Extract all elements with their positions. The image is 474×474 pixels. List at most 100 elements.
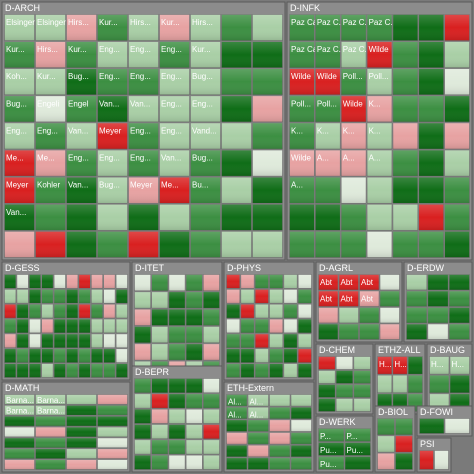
- cell-gloss: [226, 274, 240, 289]
- cell-gloss: [66, 416, 97, 427]
- cell-gloss: [315, 14, 341, 41]
- cell-gloss: [392, 150, 418, 177]
- cell-gloss: [255, 319, 269, 333]
- cell-label: Me...: [37, 154, 55, 163]
- cell-gloss: [66, 274, 78, 289]
- cell-gloss: [66, 394, 97, 405]
- cell-gloss: [35, 231, 66, 258]
- group-label-d-arch: D-ARCH: [5, 3, 40, 13]
- cell-gloss: [291, 407, 312, 419]
- cell-gloss: [298, 304, 312, 319]
- cell-gloss: [341, 122, 367, 150]
- group-label-eth-extern: ETH-Extern: [227, 383, 274, 393]
- cell-gloss: [190, 177, 221, 204]
- cell-gloss: [298, 274, 312, 289]
- cell-gloss: [186, 439, 203, 455]
- cell-label: P...: [347, 432, 358, 441]
- cell-gloss: [248, 445, 269, 457]
- cell-gloss: [29, 319, 41, 333]
- cell-label: Bug...: [99, 181, 120, 190]
- cell-gloss: [226, 407, 247, 419]
- cell-gloss: [4, 459, 35, 470]
- cell-label: Barna...: [6, 407, 34, 416]
- cell-gloss: [318, 324, 338, 340]
- cell-gloss: [341, 95, 367, 122]
- cell-gloss: [315, 177, 341, 204]
- cell-gloss: [345, 456, 371, 470]
- cell-gloss: [116, 363, 128, 378]
- cell-gloss: [35, 394, 66, 405]
- cell-gloss: [66, 95, 97, 122]
- cell-gloss: [4, 416, 35, 427]
- cell-label: Vand...: [192, 126, 217, 135]
- cell-gloss: [269, 333, 283, 348]
- cell-label: Engel: [68, 99, 89, 108]
- cell-label: K...: [343, 126, 355, 135]
- cell-gloss: [16, 363, 29, 378]
- cell-gloss: [151, 309, 168, 326]
- cell-gloss: [240, 274, 255, 289]
- cell-gloss: [283, 348, 298, 363]
- cell-gloss: [336, 384, 353, 398]
- cell-gloss: [444, 231, 470, 258]
- cell-gloss: [35, 150, 66, 177]
- cell-gloss: [151, 439, 168, 455]
- cell-gloss: [318, 291, 338, 307]
- cell-gloss: [255, 333, 269, 348]
- cell-gloss: [203, 378, 220, 393]
- cell-label: P...: [320, 432, 331, 441]
- cell-label: Kur...: [192, 45, 211, 54]
- cell-gloss: [291, 432, 312, 445]
- cell-gloss: [408, 375, 423, 393]
- cell-gloss: [186, 455, 203, 470]
- cell-gloss: [134, 378, 151, 393]
- cell-label: Van...: [130, 99, 150, 108]
- cell-gloss: [190, 68, 221, 95]
- cell-gloss: [151, 343, 168, 361]
- cell-gloss: [419, 418, 444, 434]
- cell-gloss: [255, 289, 269, 304]
- cell-gloss: [190, 204, 221, 231]
- group-label-d-biol: D-BIOL: [378, 407, 408, 417]
- cell-gloss: [345, 442, 371, 456]
- cell-gloss: [315, 150, 341, 177]
- cell-gloss: [336, 398, 353, 412]
- cell-gloss: [78, 304, 91, 319]
- cell-gloss: [353, 398, 371, 412]
- cell-gloss: [41, 319, 54, 333]
- cell-gloss: [283, 333, 298, 348]
- cell-gloss: [248, 407, 269, 419]
- cell-gloss: [151, 326, 168, 343]
- cell-gloss: [248, 419, 269, 432]
- cell-gloss: [255, 348, 269, 363]
- cell-gloss: [434, 450, 449, 470]
- group-label-d-erdw: D-ERDW: [407, 263, 444, 273]
- cell-gloss: [252, 41, 283, 68]
- cell-gloss: [418, 177, 444, 204]
- cell-gloss: [97, 448, 128, 459]
- cell-label: Eng...: [192, 99, 213, 108]
- cell-label: Eng...: [130, 45, 151, 54]
- cell-gloss: [78, 289, 91, 304]
- cell-label: Van...: [68, 126, 88, 135]
- cell-label: Bug...: [6, 99, 27, 108]
- cell-gloss: [345, 428, 371, 442]
- cell-label: Paz C...: [369, 18, 397, 27]
- cell-label: Elsinger: [37, 18, 66, 27]
- cell-gloss: [380, 324, 400, 340]
- cell-gloss: [35, 204, 66, 231]
- cell-gloss: [392, 122, 418, 150]
- cell-gloss: [269, 445, 290, 457]
- cell-label: Eng...: [68, 154, 89, 163]
- cell-gloss: [289, 204, 315, 231]
- cell-gloss: [159, 41, 190, 68]
- cell-gloss: [97, 95, 128, 122]
- cell-gloss: [226, 304, 240, 319]
- cell-gloss: [339, 274, 359, 290]
- cell-label: Barna...: [37, 407, 65, 416]
- group-label-d-baug: D-BAUG: [430, 345, 465, 355]
- cell-gloss: [226, 289, 240, 304]
- cell-gloss: [221, 204, 252, 231]
- cell-gloss: [444, 122, 470, 150]
